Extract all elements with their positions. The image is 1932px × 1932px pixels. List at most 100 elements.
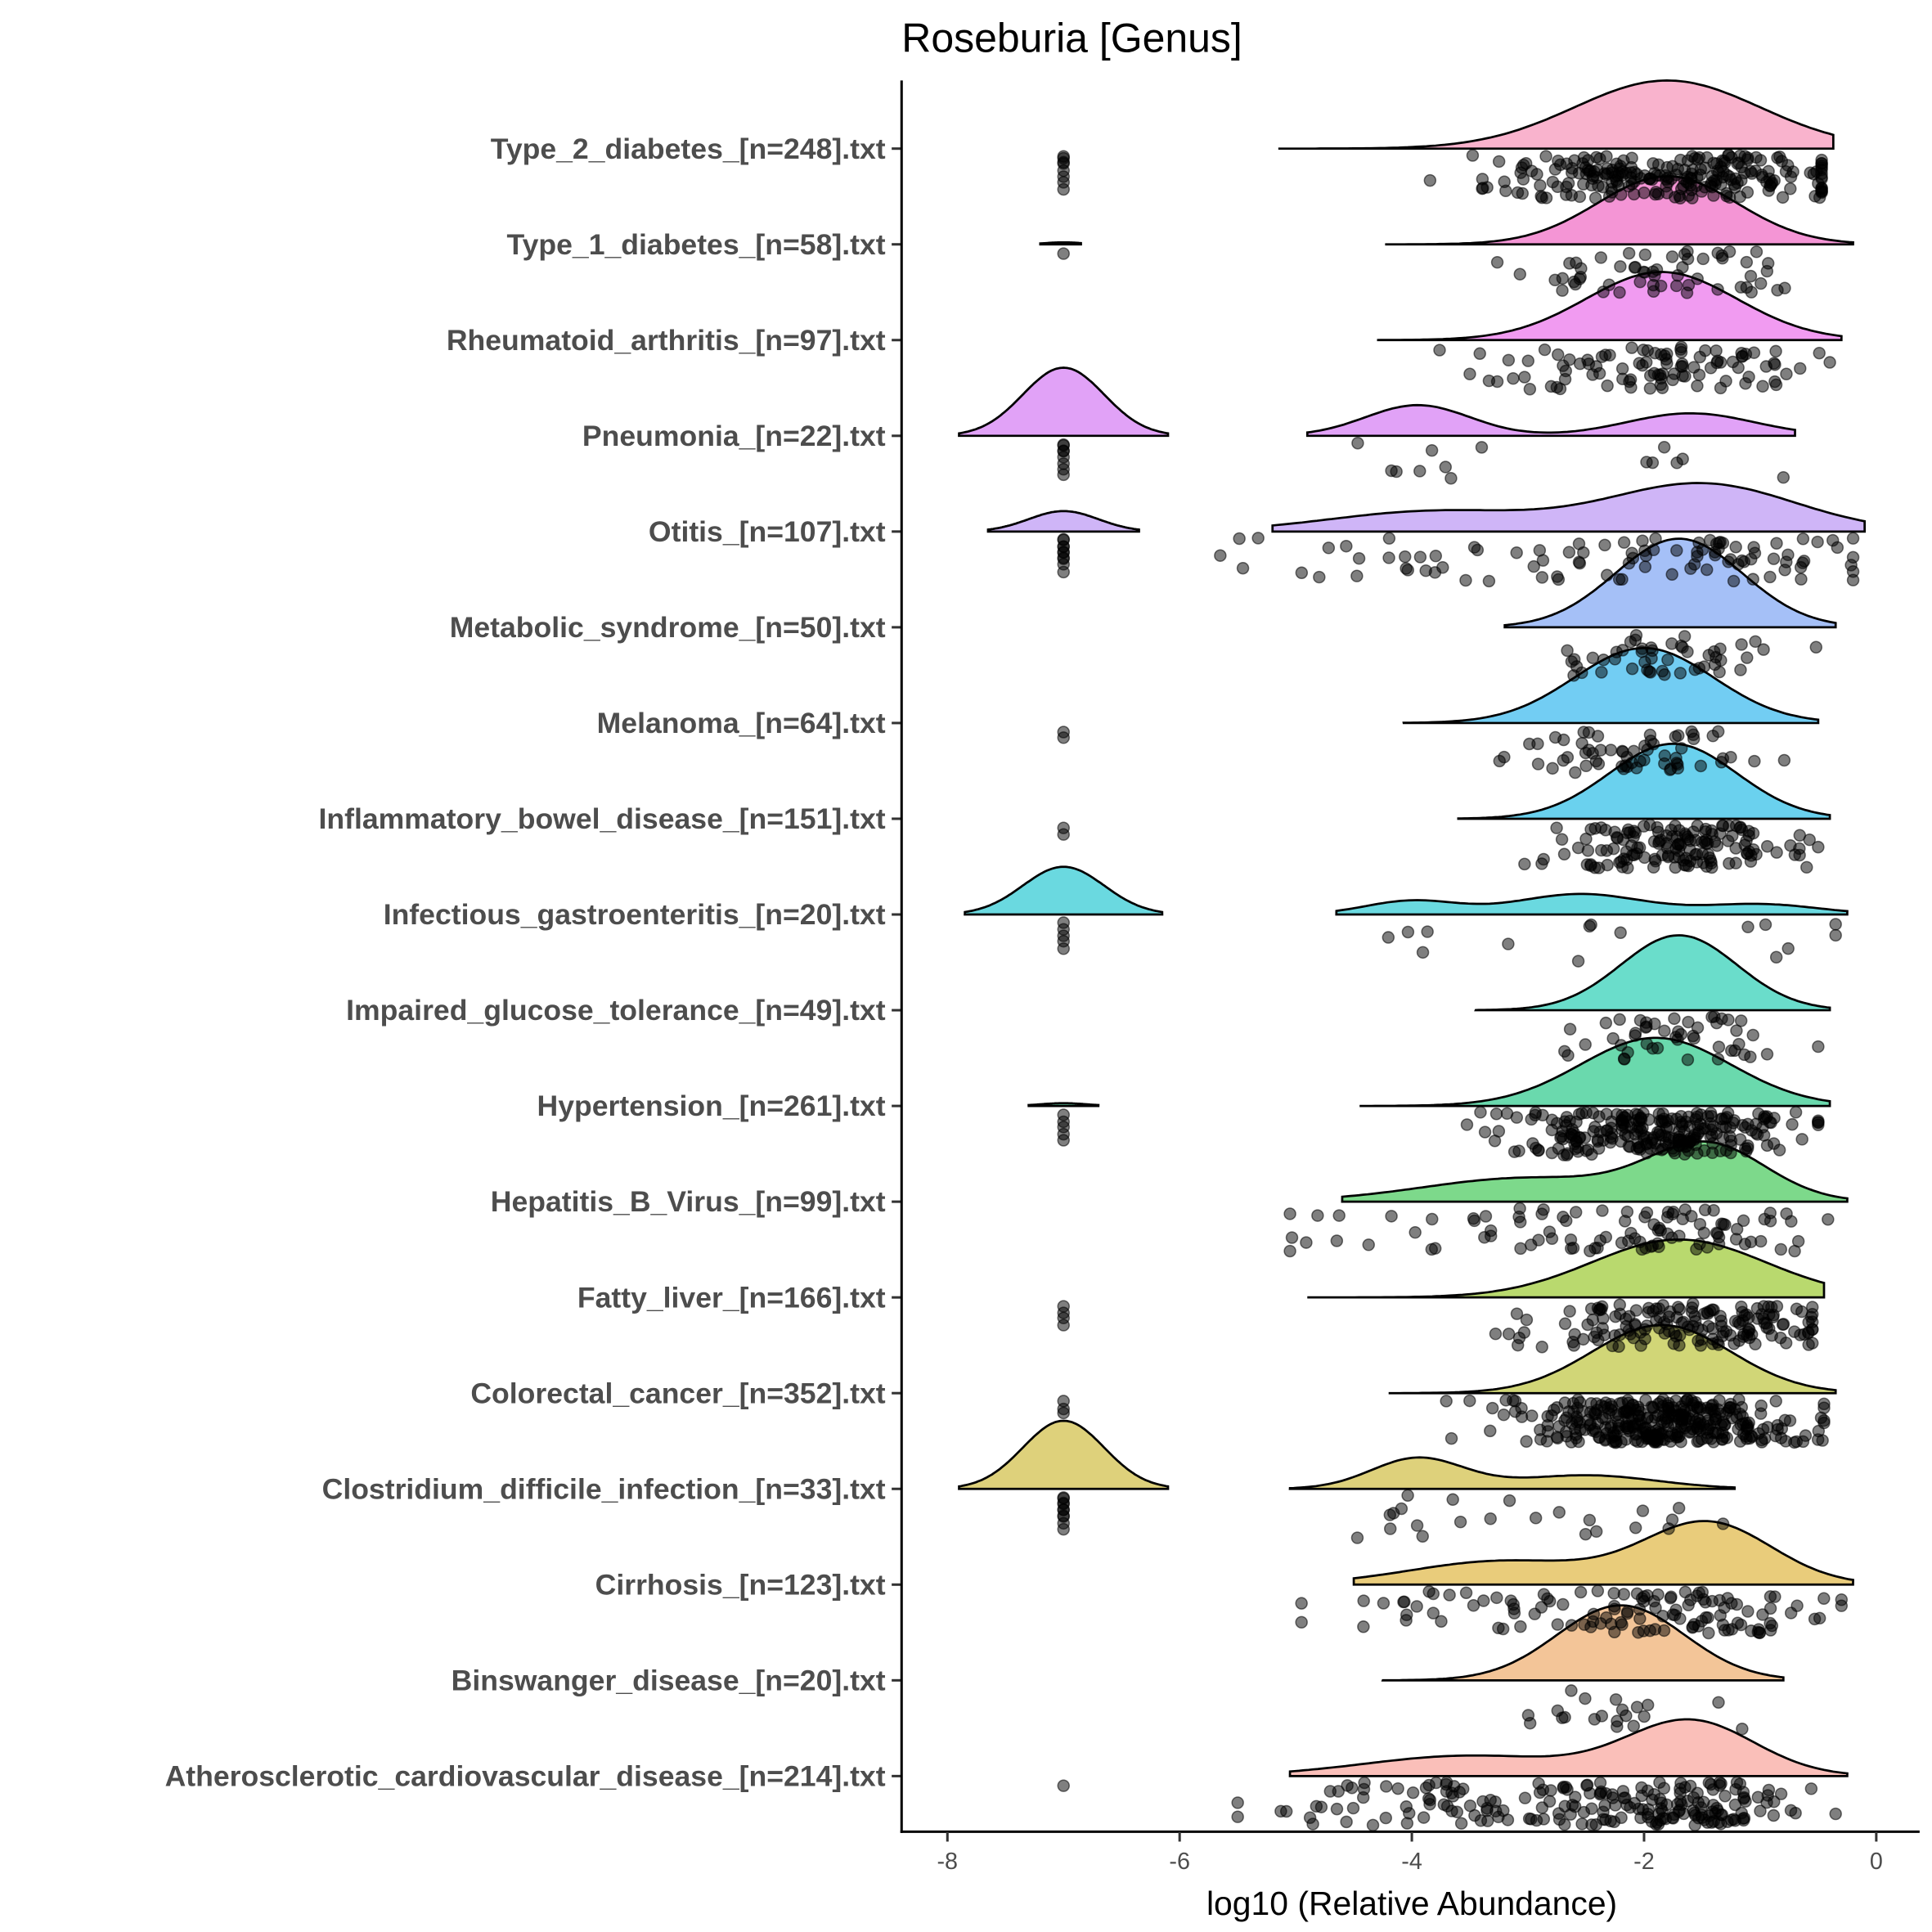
data-point xyxy=(1639,356,1653,369)
data-point xyxy=(1599,348,1612,362)
data-point xyxy=(1551,1704,1565,1718)
data-point xyxy=(1416,946,1430,959)
data-point xyxy=(1401,925,1415,939)
data-point xyxy=(1535,1207,1548,1220)
data-point xyxy=(1620,845,1633,858)
data-point xyxy=(1713,1776,1727,1789)
data-point xyxy=(1561,644,1574,658)
data-point xyxy=(1573,190,1587,204)
data-point xyxy=(1722,834,1735,847)
data-point xyxy=(1640,1147,1653,1160)
data-point xyxy=(1716,1517,1730,1530)
data-point xyxy=(1760,1795,1773,1809)
data-point xyxy=(1397,1595,1410,1609)
data-point xyxy=(1705,180,1719,194)
data-point xyxy=(1666,160,1679,173)
data-point xyxy=(1514,1242,1527,1256)
data-point xyxy=(1702,1626,1715,1640)
data-point xyxy=(1357,1620,1370,1633)
data-point xyxy=(1736,1722,1749,1736)
data-point xyxy=(1382,931,1395,944)
data-point xyxy=(1571,1393,1584,1407)
data-point xyxy=(1630,1587,1644,1601)
data-point xyxy=(1650,263,1664,276)
data-point xyxy=(1466,149,1480,162)
data-point xyxy=(1815,153,1828,167)
data-point xyxy=(1453,1515,1467,1529)
data-point xyxy=(1377,1597,1391,1610)
data-point xyxy=(1467,541,1481,554)
data-point xyxy=(1357,1594,1370,1607)
data-point xyxy=(1693,1217,1707,1231)
data-point xyxy=(1707,645,1721,658)
density-ridge xyxy=(1352,1520,1854,1586)
data-point xyxy=(1615,1618,1629,1631)
data-point xyxy=(1340,539,1353,553)
data-point xyxy=(1482,374,1496,388)
data-point xyxy=(1581,353,1594,366)
data-point xyxy=(1695,1615,1709,1628)
chart-title: Roseburia [Genus] xyxy=(901,16,1242,61)
data-point xyxy=(1669,820,1682,833)
data-point xyxy=(1382,551,1395,564)
data-point xyxy=(1674,1782,1687,1795)
data-point xyxy=(1730,1223,1744,1236)
data-point xyxy=(1673,1229,1686,1242)
y-tick-label: Rheumatoid_arthritis_[n=97].txt xyxy=(447,324,886,357)
data-point xyxy=(1330,1234,1344,1247)
data-point xyxy=(1579,1527,1593,1541)
data-point xyxy=(1660,1318,1674,1331)
data-point xyxy=(1557,1781,1570,1795)
data-point xyxy=(1674,667,1687,680)
data-point xyxy=(1769,344,1782,358)
density-ridge xyxy=(1381,1604,1785,1682)
data-point xyxy=(1467,1599,1480,1612)
data-point xyxy=(1616,745,1629,758)
density-ridge xyxy=(958,1419,1170,1490)
data-point xyxy=(1643,369,1657,382)
data-point xyxy=(1817,1401,1831,1414)
data-point xyxy=(1609,1693,1623,1706)
y-tick-label: Atherosclerotic_cardiovascular_disease_[… xyxy=(165,1759,886,1792)
data-point xyxy=(1358,1776,1371,1790)
data-point xyxy=(1734,1014,1748,1027)
data-point xyxy=(1479,1210,1493,1223)
data-point xyxy=(1665,1513,1679,1526)
data-point xyxy=(1701,563,1714,577)
data-point xyxy=(1629,1304,1643,1317)
data-point xyxy=(1285,1231,1299,1244)
data-point xyxy=(1416,1530,1429,1543)
data-point xyxy=(1647,157,1660,170)
zero-data-point xyxy=(1057,155,1070,169)
data-point xyxy=(1622,1396,1635,1409)
data-point xyxy=(1710,537,1723,550)
data-point xyxy=(1435,1615,1448,1628)
data-point xyxy=(1664,1592,1678,1605)
data-point xyxy=(1596,180,1610,194)
data-point xyxy=(1395,1502,1409,1516)
data-point xyxy=(1489,1108,1503,1121)
data-point xyxy=(1681,1394,1694,1407)
data-point xyxy=(1722,148,1736,162)
data-point xyxy=(1696,252,1710,266)
data-point xyxy=(1815,170,1828,184)
data-point xyxy=(1579,759,1593,773)
data-point xyxy=(1608,653,1622,666)
data-point xyxy=(1570,1115,1583,1129)
data-point xyxy=(1812,840,1825,854)
data-point xyxy=(1478,1126,1492,1139)
data-point xyxy=(1594,1785,1608,1799)
data-point xyxy=(1623,375,1636,389)
data-point xyxy=(1676,1212,1689,1226)
data-point xyxy=(1635,1781,1648,1795)
data-point xyxy=(1637,1624,1651,1638)
data-point xyxy=(1687,558,1701,571)
data-point xyxy=(1781,159,1795,172)
data-point xyxy=(1661,175,1675,189)
data-point xyxy=(1563,1130,1577,1143)
data-point xyxy=(1433,344,1446,357)
data-point xyxy=(1445,472,1458,485)
y-tick-label: Otitis_[n=107].txt xyxy=(649,515,886,548)
data-point xyxy=(1538,343,1552,357)
data-point xyxy=(1593,1110,1606,1123)
